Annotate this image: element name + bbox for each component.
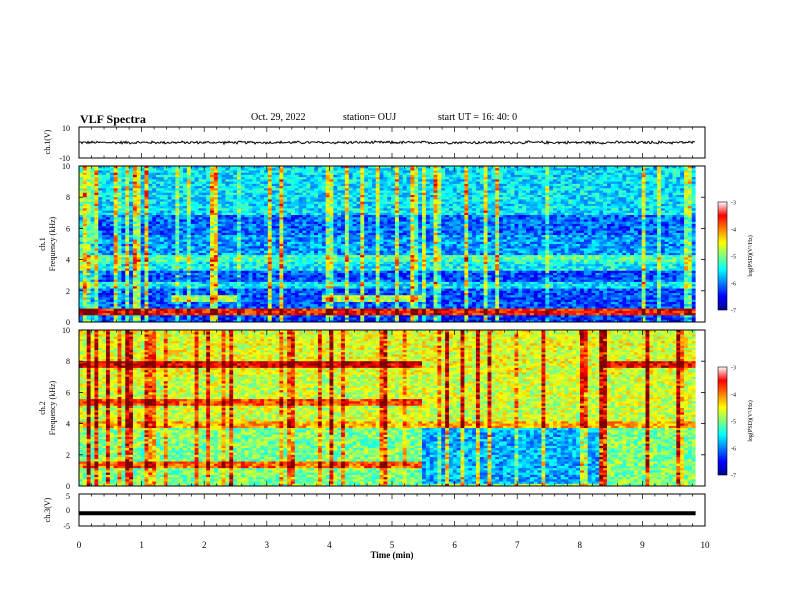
vlf-figure: 10 -10 ch.1(V) 0246810 ch.1 Frequency (k… bbox=[0, 0, 792, 612]
ch1-ylabel: ch.1(V) bbox=[43, 129, 52, 154]
ch1-spectrogram-image bbox=[79, 166, 705, 322]
ch1-waveform-panel: 10 -10 ch.1(V) bbox=[43, 124, 705, 163]
ch1-ytick-top: 10 bbox=[62, 124, 70, 133]
